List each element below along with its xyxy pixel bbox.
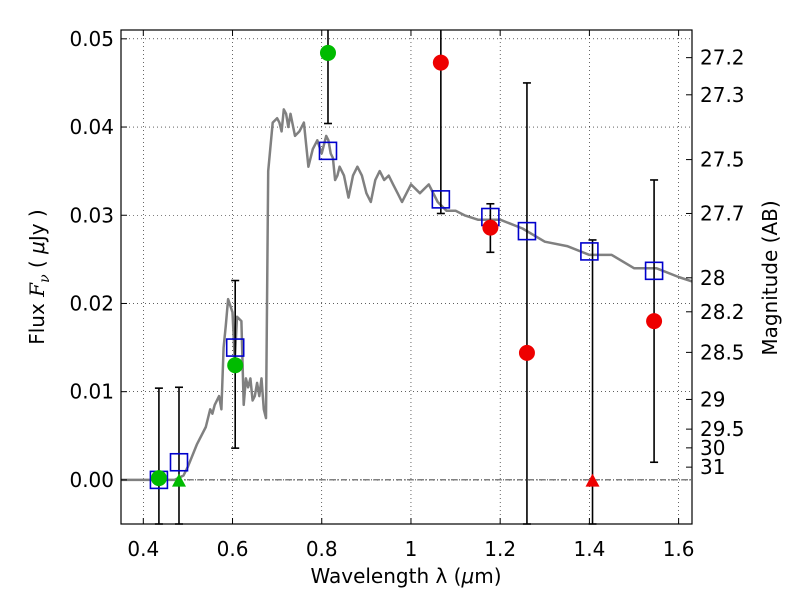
mag-tick-label: 28 <box>700 266 725 290</box>
model-flux-marker <box>318 141 338 161</box>
plot-frame <box>120 29 693 525</box>
x-tick-label: 1 <box>405 537 418 561</box>
mag-tick-label: 28.5 <box>700 340 745 364</box>
upper-limit-marker <box>171 473 186 487</box>
y-axis-label: Flux Fν ( μJy ) <box>25 209 53 345</box>
y-tick-label: 0.00 <box>69 468 114 492</box>
y-tick-label: 0.04 <box>69 115 114 139</box>
observed-flux-marker <box>518 344 535 361</box>
x-tick-label: 1.4 <box>573 537 605 561</box>
mag-tick-label: 27.2 <box>700 46 745 70</box>
observed-flux-marker <box>150 470 167 487</box>
upper-limit-marker <box>585 473 600 487</box>
model-flux-marker <box>517 221 537 241</box>
x-tick-label: 1.2 <box>484 537 516 561</box>
observed-flux-marker <box>482 219 499 236</box>
data-points-layer <box>149 30 664 525</box>
y-tick-label: 0.03 <box>69 203 114 227</box>
x-tick-label: 0.8 <box>306 537 338 561</box>
mag-tick-label: 27.5 <box>700 148 745 172</box>
mag-tick-label: 28.2 <box>700 300 745 324</box>
observed-flux-marker <box>432 54 449 71</box>
model-flux-marker <box>169 452 189 472</box>
model-flux-marker <box>580 242 599 261</box>
mag-tick-label: 31 <box>700 455 725 479</box>
x-axis-label: Wavelength λ (μm) <box>310 564 501 588</box>
axis-ticks: 0.4 0.6 0.8 1 1.2 1.4 1.6 0.00 0.01 0.02 0.03 0.04 0… <box>69 27 744 561</box>
x-tick-label: 0.4 <box>127 537 159 561</box>
x-tick-label: 0.6 <box>217 537 249 561</box>
model-flux-marker <box>431 190 451 209</box>
y-tick-label: 0.01 <box>69 380 114 404</box>
model-flux-marker <box>225 338 245 357</box>
model-flux-marker <box>644 261 664 281</box>
mag-tick-label: 30 <box>700 436 725 460</box>
grid-lines <box>121 30 692 524</box>
observed-flux-marker <box>646 313 663 330</box>
mag-tick-label: 27.3 <box>700 83 745 107</box>
mag-tick-label: 29 <box>700 387 725 411</box>
observed-flux-marker <box>319 44 336 61</box>
mag-tick-label: 27.7 <box>700 201 745 225</box>
model-sed-curve <box>121 108 693 482</box>
model-curve-layer <box>121 108 693 482</box>
observed-flux-marker <box>227 357 244 374</box>
y-tick-label: 0.02 <box>69 291 114 315</box>
x-tick-label: 1.6 <box>663 537 695 561</box>
mag-tick-label: 29.5 <box>700 417 745 441</box>
y2-axis-label: Magnitude (AB) <box>758 200 782 355</box>
y-tick-label: 0.05 <box>69 27 114 51</box>
